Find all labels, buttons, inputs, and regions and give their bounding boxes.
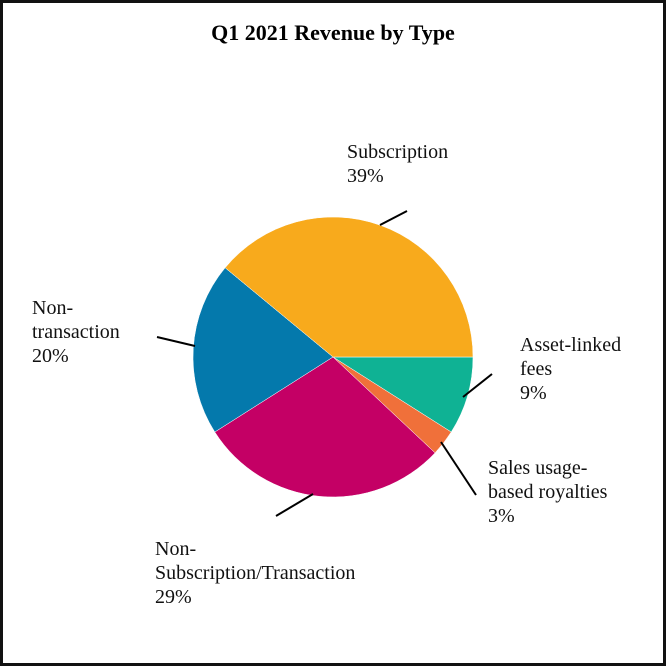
leader-non-sub xyxy=(275,493,314,517)
pie-slice-asset-linked-fees xyxy=(332,356,474,433)
leader-sales-usage xyxy=(440,441,477,496)
label-non-subscription-transaction: Non- Subscription/Transaction 29% xyxy=(155,538,356,608)
pie-slice-non-subscription-transaction xyxy=(214,356,436,498)
label-subscription: Subscription 39% xyxy=(347,141,449,187)
leader-asset-linked xyxy=(462,373,493,398)
pie-slice-non-transaction xyxy=(192,267,334,433)
leader-subscription xyxy=(379,210,408,226)
label-asset-linked: Asset-linked fees 9% xyxy=(520,334,622,404)
chart-title: Q1 2021 Revenue by Type xyxy=(211,20,455,45)
label-sales-usage: Sales usage- based royalties 3% xyxy=(488,457,608,527)
label-non-transaction: Non- transaction 20% xyxy=(32,297,120,367)
leader-non-transaction xyxy=(156,336,196,347)
